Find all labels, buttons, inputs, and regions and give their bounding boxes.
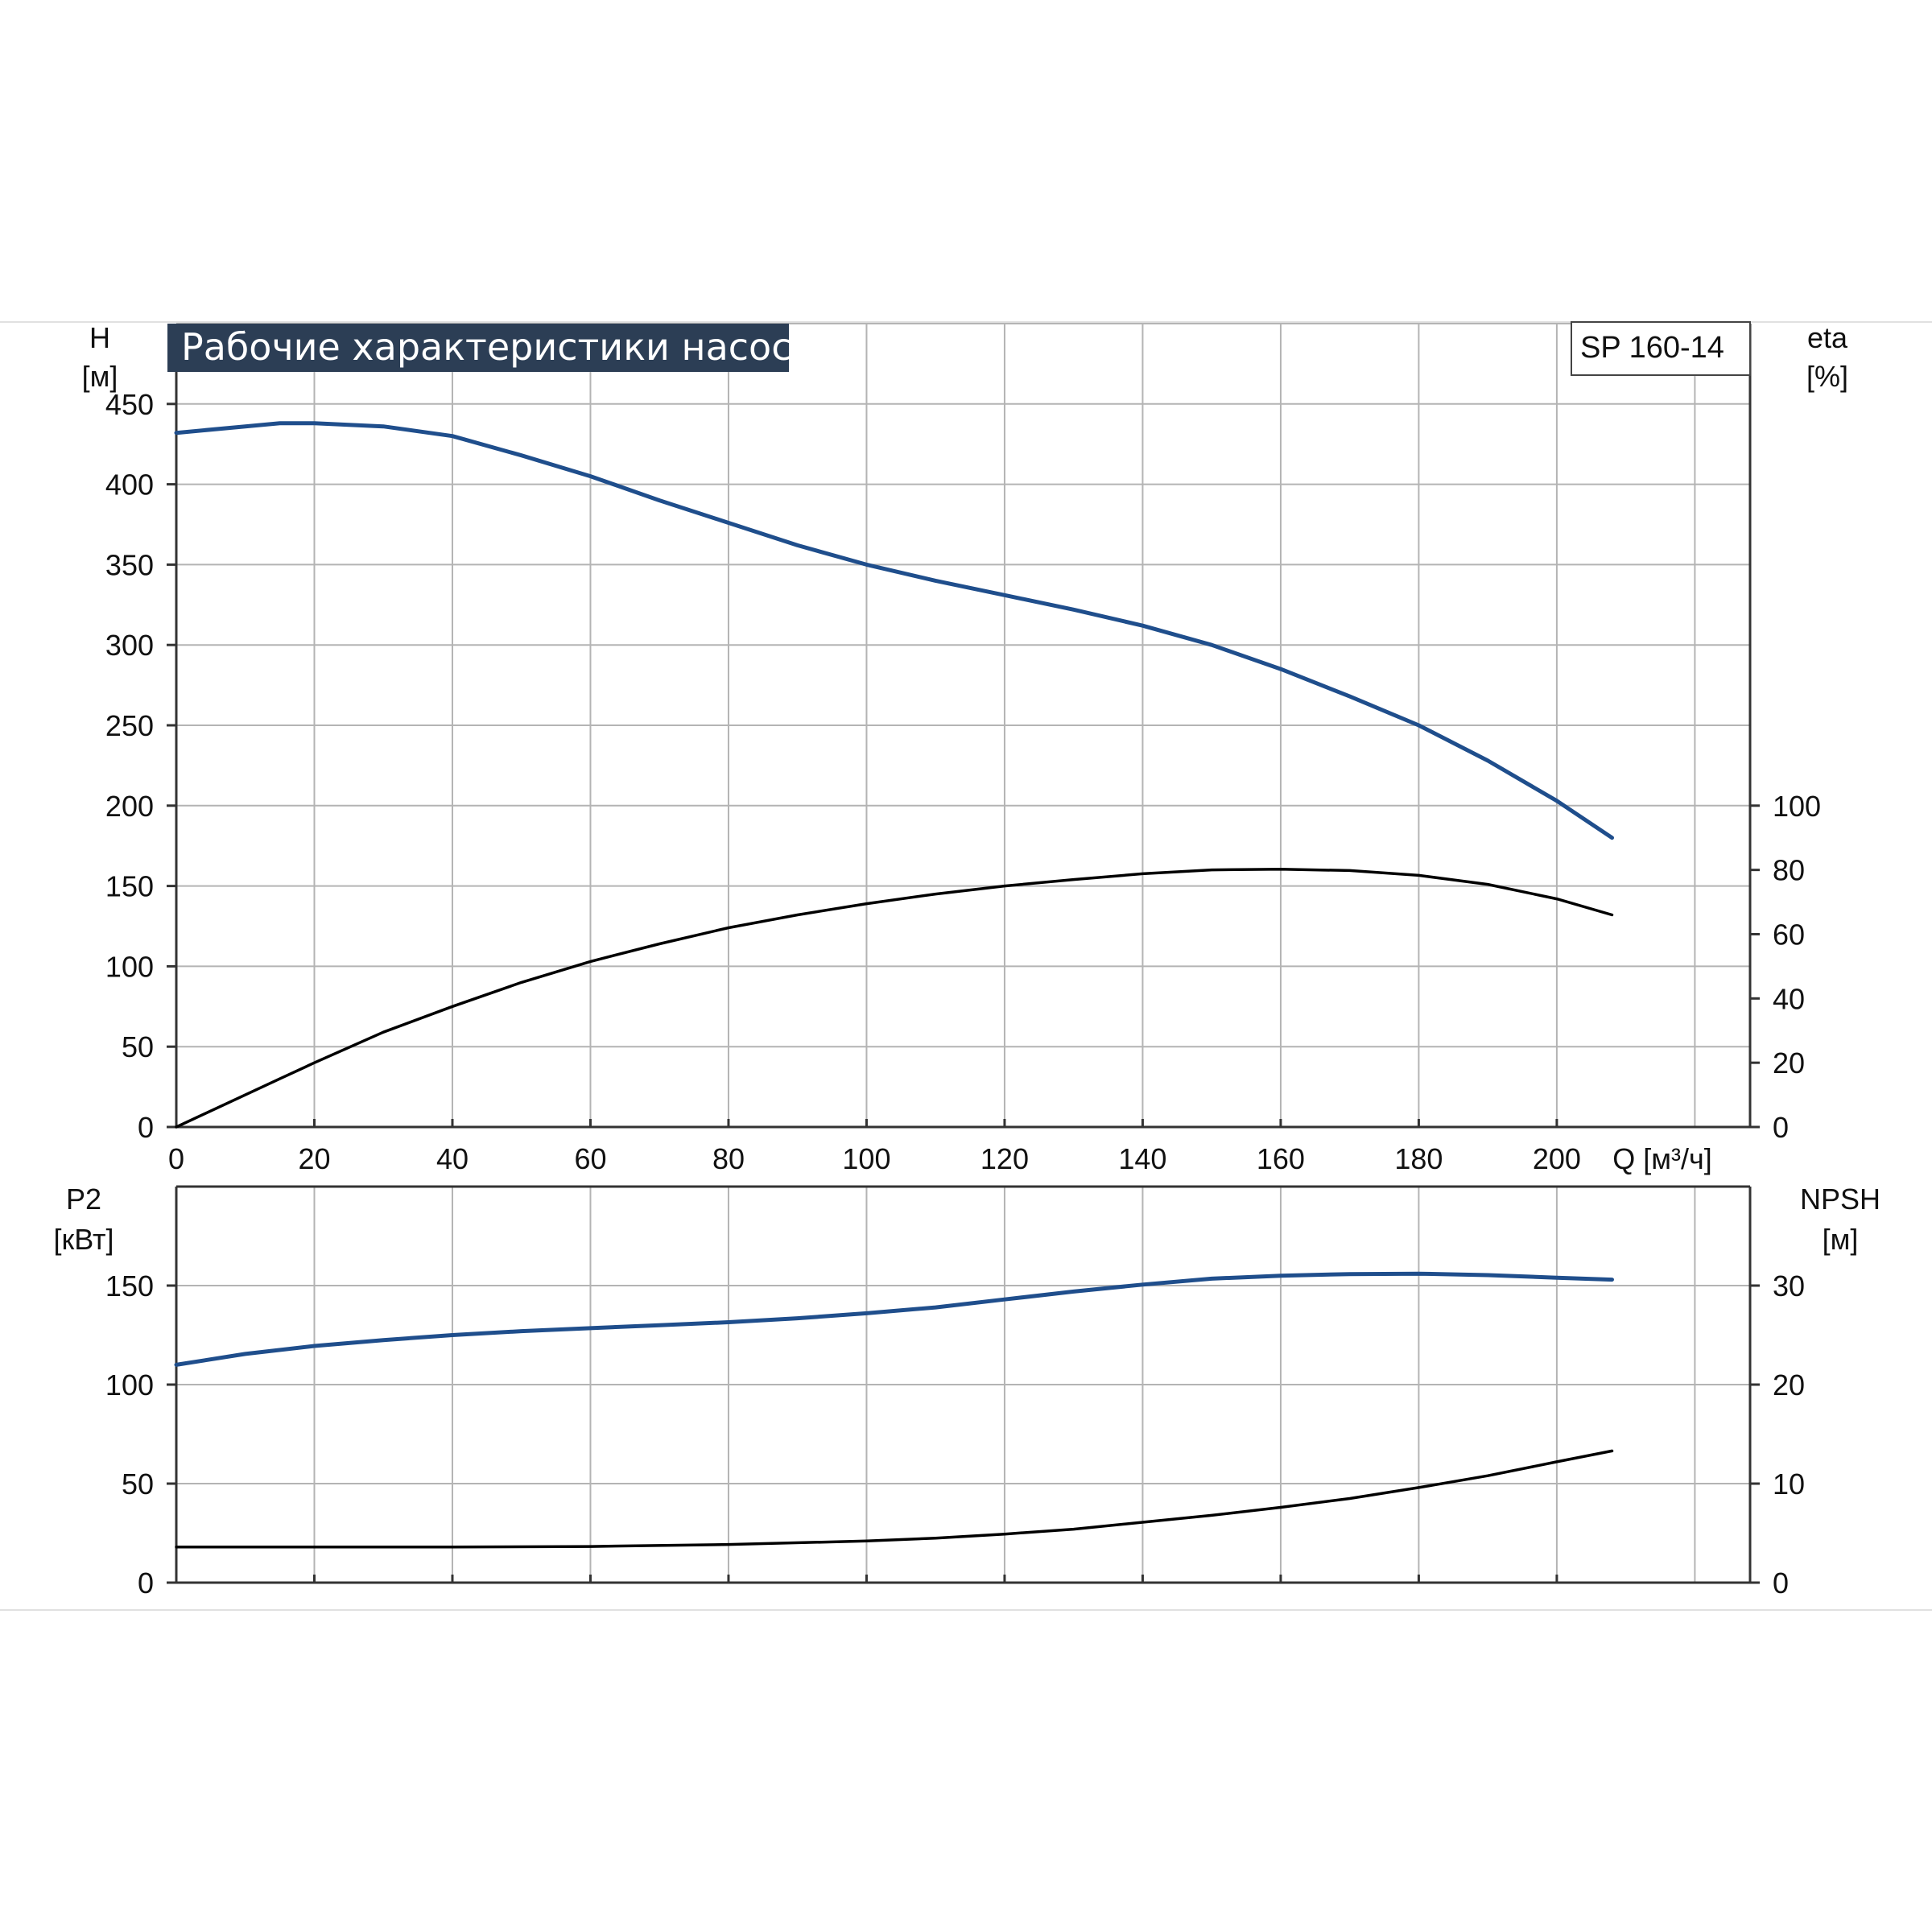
- upper-x-tick-label: 60: [574, 1142, 606, 1175]
- npsh-axis-unit: [м]: [1823, 1223, 1859, 1256]
- lower-right-tick-label: 30: [1773, 1269, 1805, 1302]
- curves: [174, 421, 1614, 1549]
- upper-x-tick-label: 120: [980, 1142, 1029, 1175]
- upper-left-tick-label: 450: [105, 388, 154, 421]
- upper-right-tick-label: 60: [1773, 918, 1805, 951]
- q-axis-title: Q [м³/ч]: [1612, 1142, 1712, 1175]
- upper-right-tick-label: 40: [1773, 982, 1805, 1015]
- upper-right-tick-label: 20: [1773, 1046, 1805, 1080]
- upper-left-tick-label: 400: [105, 469, 154, 502]
- npsh-axis-title: NPSH: [1800, 1183, 1880, 1216]
- p2-axis-title: P2: [66, 1183, 101, 1216]
- model-label: SP 160-14: [1580, 331, 1724, 365]
- upper-left-tick-label: 100: [105, 950, 154, 983]
- power-p2-curve: [174, 1271, 1614, 1367]
- h-axis-title: H: [89, 321, 110, 354]
- efficiency-curve: [175, 868, 1614, 1129]
- upper-left-tick-label: 50: [122, 1030, 154, 1063]
- upper-x-tick-label: 0: [168, 1142, 184, 1175]
- upper-left-tick-label: 200: [105, 790, 154, 823]
- h-axis-unit: [м]: [82, 360, 118, 393]
- model-label-box: SP 160-14: [1571, 321, 1751, 376]
- upper-x-tick-label: 160: [1257, 1142, 1305, 1175]
- upper-left-tick-label: 0: [138, 1111, 154, 1144]
- upper-x-tick-label: 80: [712, 1142, 745, 1175]
- upper-x-tick-label: 40: [436, 1142, 469, 1175]
- chart-title: Рабочие характеристики насоса: [181, 325, 815, 369]
- upper-left-tick-label: 300: [105, 629, 154, 662]
- upper-grid: [176, 323, 1750, 1127]
- lower-left-tick-label: 0: [138, 1567, 154, 1600]
- lower-right-tick-label: 10: [1773, 1468, 1805, 1501]
- upper-right-tick-label: 100: [1773, 790, 1821, 823]
- upper-x-tick-label: 140: [1118, 1142, 1166, 1175]
- upper-right-tick-label: 80: [1773, 854, 1805, 887]
- upper-x-tick-label: 200: [1533, 1142, 1581, 1175]
- upper-axes: 0 50 100 150 200 250 300 350 400 450 0 20 40 60 80 100 0…: [105, 324, 1821, 1175]
- upper-left-tick-label: 250: [105, 709, 154, 742]
- chart-title-box: Рабочие характеристики насоса: [167, 324, 815, 372]
- upper-left-tick-label: 150: [105, 870, 154, 903]
- lower-left-tick-label: 50: [122, 1468, 154, 1501]
- head-curve: [174, 421, 1614, 840]
- upper-x-tick-label: 180: [1394, 1142, 1443, 1175]
- eta-axis-title: eta: [1807, 321, 1848, 354]
- upper-right-tick-label: 0: [1773, 1111, 1789, 1144]
- npsh-curve: [175, 1449, 1614, 1549]
- lower-grid: [176, 1186, 1750, 1583]
- lower-left-tick-label: 100: [105, 1368, 154, 1402]
- upper-x-tick-label: 20: [298, 1142, 330, 1175]
- lower-right-tick-label: 0: [1773, 1567, 1789, 1600]
- upper-left-tick-label: 350: [105, 548, 154, 581]
- lower-axes: 0 50 100 150 0 10 20 30: [105, 1185, 1805, 1600]
- lower-right-tick-label: 20: [1773, 1368, 1805, 1402]
- lower-left-tick-label: 150: [105, 1269, 154, 1302]
- p2-axis-unit: [кВт]: [53, 1223, 114, 1256]
- eta-axis-unit: [%]: [1806, 360, 1848, 393]
- upper-x-tick-label: 100: [842, 1142, 890, 1175]
